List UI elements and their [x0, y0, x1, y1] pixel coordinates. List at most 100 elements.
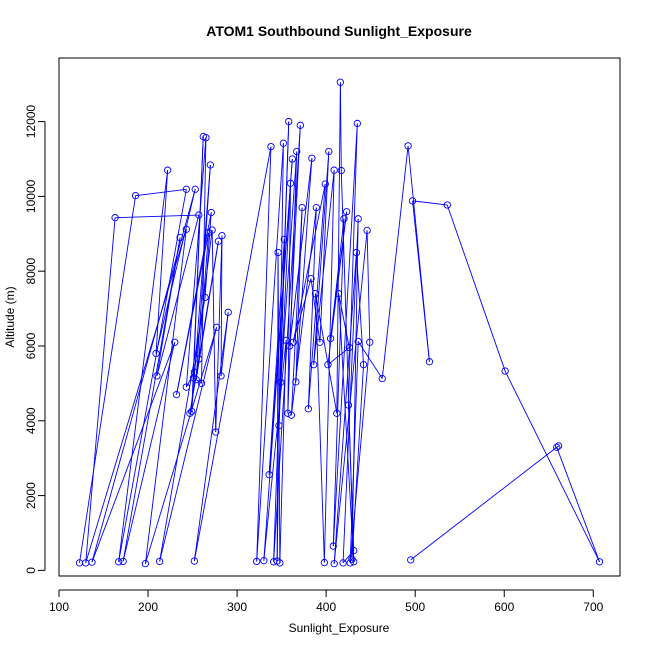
- data-point: [407, 556, 415, 564]
- series-line-segment: [315, 293, 325, 563]
- data-point: [326, 334, 335, 343]
- data-point: [212, 323, 221, 331]
- series-line-segment: [310, 278, 321, 343]
- series-line-segment: [556, 447, 600, 562]
- series-line-segment: [295, 207, 303, 382]
- series-line-segment: [412, 200, 430, 362]
- series-line-segment: [211, 230, 217, 433]
- series-line-segment: [355, 252, 364, 365]
- data-point: [443, 201, 451, 209]
- data-point: [208, 226, 216, 234]
- data-point: [316, 338, 324, 346]
- series-line-segment: [91, 342, 176, 563]
- data-point: [345, 343, 353, 352]
- data-point: [354, 215, 362, 223]
- data-point: [267, 142, 275, 151]
- data-point: [197, 379, 206, 388]
- x-tick-label: 400: [316, 600, 336, 614]
- series-line-segment: [289, 125, 301, 347]
- data-point: [182, 383, 190, 391]
- series-line-segment: [263, 340, 287, 561]
- data-point: [359, 361, 368, 369]
- series-line-segment: [118, 189, 187, 562]
- data-point: [119, 557, 127, 566]
- x-tick-label: 100: [49, 600, 69, 614]
- data-point: [190, 368, 199, 376]
- series-line-segment: [85, 217, 116, 563]
- data-point: [348, 555, 356, 563]
- data-point: [296, 121, 304, 129]
- data-point: [344, 401, 353, 409]
- series-line-segment: [349, 342, 371, 563]
- data-point: [265, 470, 273, 479]
- data-point: [253, 557, 261, 566]
- series-line-segment: [155, 189, 196, 354]
- series-line-segment: [159, 297, 206, 562]
- data-point: [378, 374, 386, 383]
- data-point: [195, 211, 203, 219]
- data-point: [201, 293, 209, 302]
- data-point: [153, 372, 161, 380]
- series-line-segment: [256, 146, 272, 562]
- data-point: [163, 166, 172, 174]
- series-line-segment: [280, 151, 298, 383]
- data-point: [269, 558, 278, 566]
- y-tick-label: 0: [24, 567, 38, 574]
- series-line-segment: [193, 229, 213, 373]
- data-point: [155, 557, 164, 566]
- data-point: [553, 443, 561, 451]
- y-tick-label: 12000: [24, 105, 38, 139]
- series-line-segment: [273, 121, 290, 562]
- series-line-segment: [122, 342, 176, 562]
- data-point: [152, 349, 160, 358]
- x-axis-label: Sunlight_Exposure: [289, 621, 390, 635]
- series-line-segment: [144, 327, 218, 564]
- data-point: [285, 117, 293, 126]
- data-point: [554, 442, 563, 450]
- series-line-segment: [381, 145, 409, 379]
- data-point: [366, 338, 374, 346]
- data-point: [330, 560, 338, 568]
- data-point: [115, 558, 123, 566]
- data-point: [190, 557, 199, 565]
- series-line-segment: [268, 158, 293, 475]
- series-line-segment: [156, 237, 181, 376]
- data-point: [292, 378, 300, 386]
- series-line-segment: [85, 229, 187, 564]
- series-line-segment: [307, 207, 317, 409]
- data-point: [287, 411, 296, 419]
- data-point: [131, 191, 140, 200]
- data-point: [310, 361, 318, 369]
- data-point: [202, 134, 210, 142]
- data-point: [189, 374, 198, 382]
- series-line-segment: [338, 293, 355, 562]
- data-point: [298, 203, 306, 212]
- series-line-segment: [351, 364, 364, 560]
- series-line-segment: [292, 183, 326, 343]
- series-line-segment: [333, 252, 357, 564]
- y-tick-label: 8000: [24, 258, 38, 285]
- data-point: [307, 275, 315, 283]
- data-point: [111, 214, 119, 222]
- data-point: [206, 161, 215, 169]
- data-point: [346, 559, 354, 567]
- series-line-segment: [193, 136, 204, 378]
- x-tick-label: 700: [583, 600, 603, 614]
- data-point: [188, 407, 196, 416]
- data-point: [340, 215, 348, 223]
- y-axis: 0 2000 4000 6000 8000 10000 12000: [24, 105, 46, 574]
- data-point: [329, 542, 337, 550]
- data-point: [260, 557, 268, 565]
- series-line-segment: [135, 188, 187, 197]
- data-point: [289, 338, 297, 346]
- series-line-segment: [319, 151, 330, 343]
- data-point: [286, 179, 295, 187]
- series-line-segment: [338, 293, 350, 348]
- series-line-segment: [323, 170, 335, 563]
- series-line-segment: [79, 195, 137, 563]
- data-series: [75, 78, 604, 568]
- data-point: [404, 142, 412, 150]
- y-axis-label: Altitude (m): [3, 286, 17, 347]
- data-point: [212, 428, 220, 436]
